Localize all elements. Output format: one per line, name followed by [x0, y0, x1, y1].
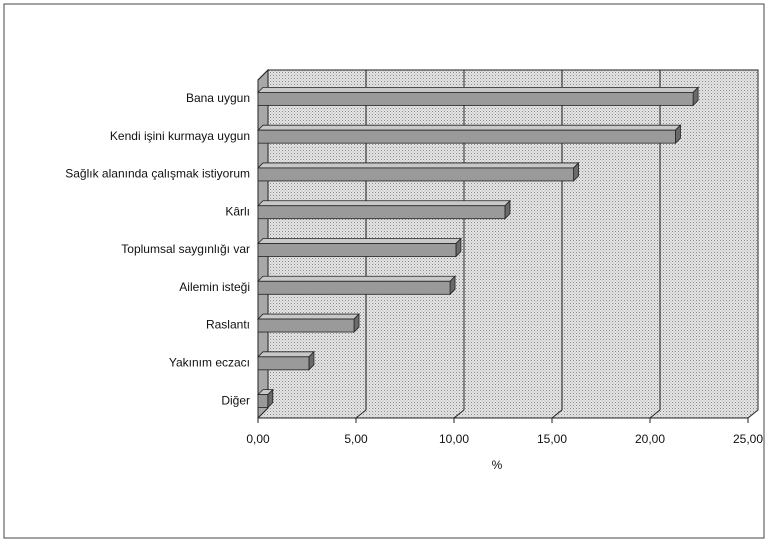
x-tick-label: 20,00 [635, 432, 665, 446]
bar [257, 318, 355, 333]
bar-top [257, 86, 700, 93]
grid-line [453, 409, 465, 419]
y-tick-label: Kârlı [225, 204, 250, 218]
x-tick-label: 15,00 [537, 432, 567, 446]
bar [257, 167, 574, 182]
bar [257, 243, 457, 257]
y-tick-label: Toplumsal saygınlığı var [121, 242, 250, 256]
x-axis-label: % [492, 458, 503, 472]
bar [257, 91, 694, 106]
bar [257, 394, 269, 409]
bar [257, 356, 310, 371]
y-tick-label: Sağlık alanında çalışmak istiyorum [65, 167, 250, 181]
bar-top [257, 200, 511, 207]
bar [257, 280, 451, 295]
x-tick-label: 5,00 [344, 432, 368, 446]
bar-top [257, 275, 457, 282]
bar-top [257, 238, 462, 244]
y-tick-label: Kendi işini kurmaya uygun [110, 129, 250, 143]
bar [257, 129, 676, 144]
y-tick-label: Ailemin isteği [179, 280, 250, 294]
bar-top [257, 313, 361, 320]
y-tick-label: Yakınım eczacı [169, 356, 250, 370]
grid-line [649, 409, 661, 419]
bar-top [257, 124, 682, 131]
grid-line [355, 409, 367, 419]
y-tick-label: Diğer [221, 393, 250, 407]
y-tick-label: Bana uygun [186, 91, 250, 105]
y-tick-label: Raslantı [206, 318, 250, 332]
bar [257, 205, 506, 220]
bar-top [257, 351, 315, 358]
x-tick-label: 10,00 [439, 432, 469, 446]
x-tick-label: 25,00 [733, 432, 763, 446]
grid-line [551, 409, 563, 419]
x-tick-label: 0,00 [246, 432, 270, 446]
bar-top [257, 162, 580, 169]
